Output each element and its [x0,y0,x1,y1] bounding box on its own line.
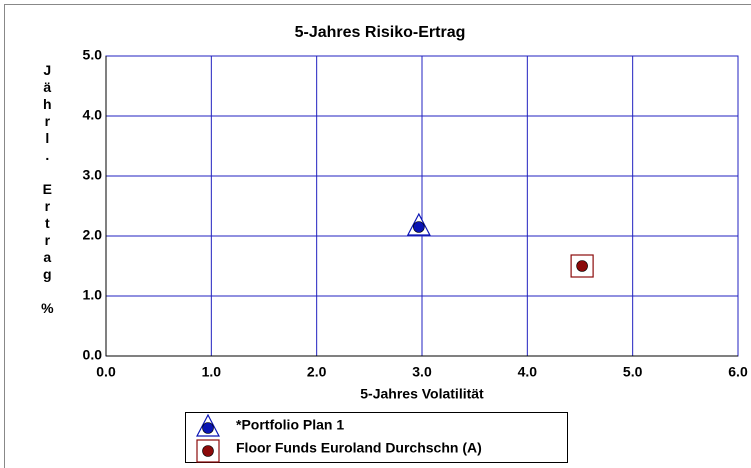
legend-marker [196,413,220,437]
y-axis-label: Jährl. Ertrag % [39,62,55,317]
point [570,254,594,278]
x-tick-label: 5.0 [623,364,643,380]
x-tick-label: 0.0 [96,364,116,380]
y-tick-label: 2.0 [83,227,103,243]
x-tick-label: 6.0 [728,364,748,380]
x-axis-label: 5-Jahres Volatilität [360,386,484,402]
legend-label: *Portfolio Plan 1 [236,417,344,433]
y-tick-label: 3.0 [83,167,103,183]
legend-label: Floor Funds Euroland Durchschn (A) [236,440,482,456]
x-tick-label: 2.0 [307,364,327,380]
x-tick-label: 1.0 [202,364,222,380]
chart-title: 5-Jahres Risiko-Ertrag [295,24,466,41]
y-tick-label: 0.0 [83,347,103,363]
x-tick-label: 3.0 [412,364,432,380]
point [406,212,431,236]
legend-marker [196,439,220,463]
y-tick-label: 1.0 [83,287,103,303]
y-tick-label: 5.0 [83,47,103,63]
frame [4,4,751,468]
legend [185,412,568,463]
x-tick-label: 4.0 [518,364,538,380]
y-tick-label: 4.0 [83,107,103,123]
